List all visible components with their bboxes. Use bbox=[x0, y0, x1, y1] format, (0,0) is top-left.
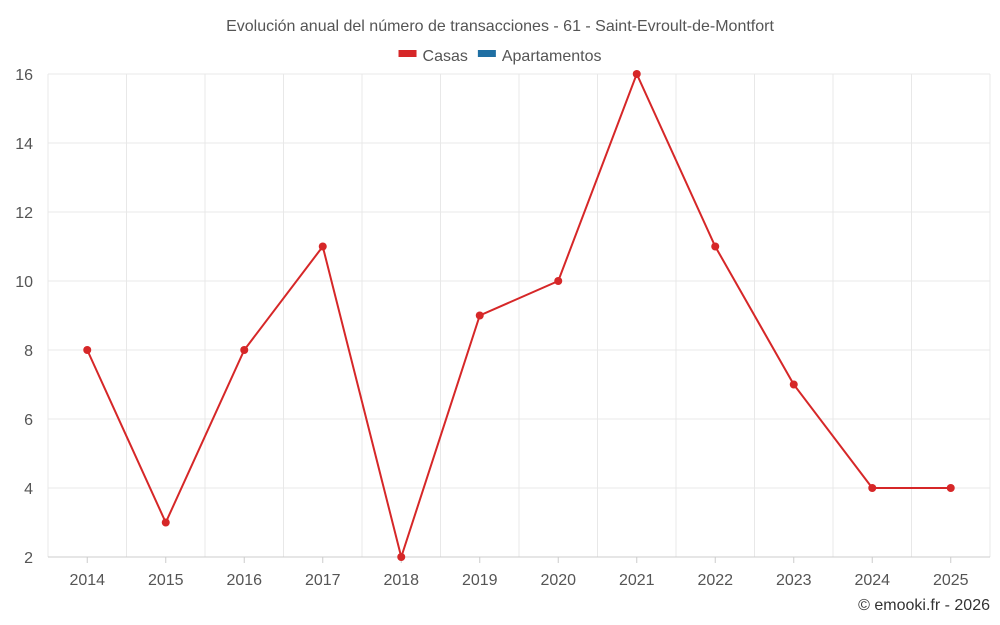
y-tick-label: 4 bbox=[24, 481, 33, 498]
y-tick-label: 12 bbox=[15, 205, 33, 222]
axes: 2 4 6 8 10 12 14 16 2014 2015 2016 2017 2018 2019 2020… bbox=[15, 67, 990, 589]
legend-label[interactable]: Apartamentos bbox=[502, 48, 602, 65]
chart-title: Evolución anual del número de transaccio… bbox=[226, 18, 774, 35]
x-tick-label: 2017 bbox=[305, 572, 341, 589]
grid bbox=[47, 73, 991, 558]
credit-text: © emooki.fr - 2026 bbox=[858, 597, 990, 614]
x-tick-label: 2019 bbox=[462, 572, 498, 589]
x-tick-label: 2015 bbox=[148, 572, 184, 589]
legend-swatch bbox=[398, 50, 417, 57]
x-tick-label: 2016 bbox=[226, 572, 262, 589]
x-tick-label: 2022 bbox=[697, 572, 733, 589]
data-point[interactable] bbox=[397, 553, 406, 561]
legend-swatch bbox=[477, 50, 496, 57]
data-point[interactable] bbox=[83, 346, 92, 354]
y-tick-label: 16 bbox=[15, 67, 33, 84]
data-point[interactable] bbox=[946, 484, 955, 492]
y-tick-label: 6 bbox=[24, 412, 33, 429]
legend: Casas Apartamentos bbox=[398, 48, 602, 65]
series-layer bbox=[83, 70, 955, 561]
x-tick-label: 2020 bbox=[540, 572, 576, 589]
data-point[interactable] bbox=[711, 242, 720, 251]
data-point[interactable] bbox=[161, 518, 170, 527]
data-point[interactable] bbox=[475, 311, 484, 320]
legend-label[interactable]: Casas bbox=[423, 48, 468, 65]
y-tick-label: 8 bbox=[24, 343, 33, 360]
series-line bbox=[86, 71, 951, 561]
y-tick-label: 10 bbox=[15, 274, 33, 291]
x-tick-label: 2024 bbox=[854, 572, 890, 589]
data-point[interactable] bbox=[789, 380, 798, 389]
y-tick-label: 2 bbox=[24, 550, 33, 567]
x-tick-label: 2023 bbox=[776, 572, 812, 589]
x-tick-label: 2014 bbox=[69, 572, 105, 589]
x-tick-label: 2021 bbox=[619, 572, 655, 589]
y-tick-label: 14 bbox=[15, 136, 33, 153]
data-point[interactable] bbox=[318, 242, 327, 251]
x-tick-label: 2025 bbox=[933, 572, 969, 589]
data-point[interactable] bbox=[554, 277, 563, 285]
data-point[interactable] bbox=[868, 484, 877, 492]
data-point[interactable] bbox=[632, 70, 641, 78]
x-tick-label: 2018 bbox=[383, 572, 419, 589]
data-point[interactable] bbox=[240, 346, 249, 354]
